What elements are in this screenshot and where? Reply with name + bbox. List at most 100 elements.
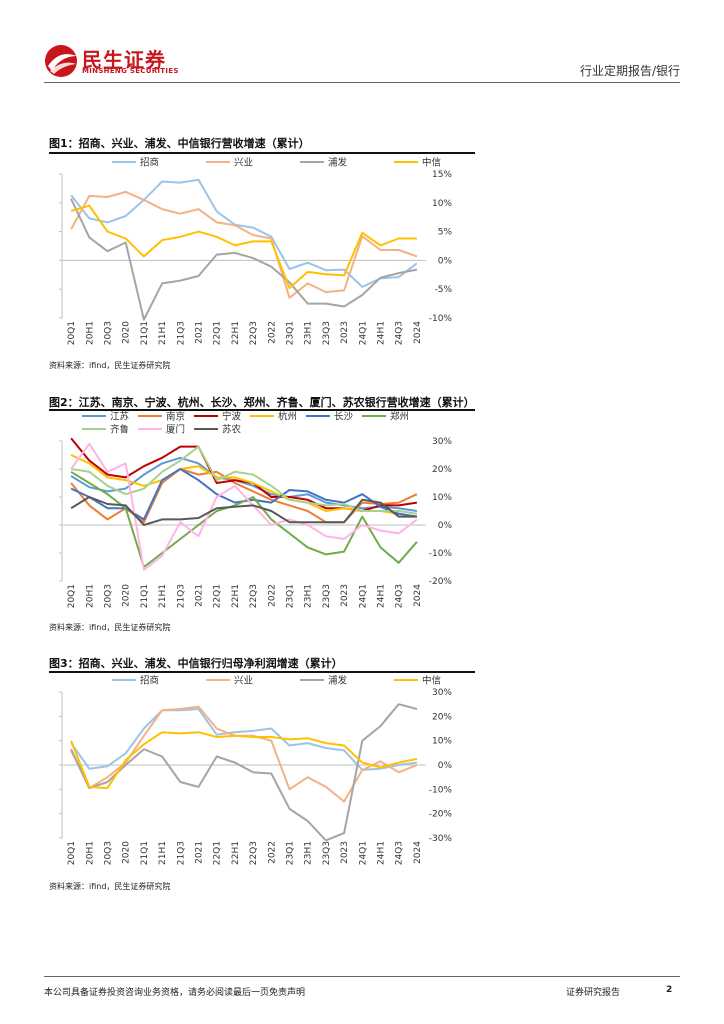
x-tick-label: 23Q3 <box>322 584 332 608</box>
series-line-厦门 <box>70 442 418 571</box>
legend-label: 厦门 <box>166 424 185 436</box>
x-tick-label: 21Q3 <box>176 584 186 608</box>
figure-2-rule <box>49 409 475 411</box>
x-tick-label: 2020 <box>122 841 132 864</box>
figure-3-rule <box>49 671 475 673</box>
figure-3-title: 图3：招商、兴业、浦发、中信银行归母净利润增速（累计） <box>49 657 343 670</box>
legend-label: 招商 <box>140 157 159 169</box>
legend-label: 招商 <box>140 675 159 687</box>
y-tick-label: 20% <box>432 465 452 475</box>
legend-label: 苏农 <box>222 424 242 436</box>
report-type: 行业定期报告/银行 <box>579 64 680 78</box>
legend-label: 浦发 <box>328 157 348 169</box>
y-tick-label: -10% <box>429 549 453 559</box>
x-tick-label: 22H1 <box>231 584 241 608</box>
x-tick-label: 24Q1 <box>358 584 368 608</box>
series-line-浦发 <box>70 703 418 842</box>
x-tick-label: 20Q3 <box>104 584 114 608</box>
x-tick-label: 2022 <box>267 584 277 607</box>
x-tick-label: 23Q1 <box>286 841 296 865</box>
x-tick-label: 22Q1 <box>213 584 223 608</box>
series-line-郑州 <box>70 470 418 568</box>
x-tick-label: 20H1 <box>85 584 95 608</box>
x-tick-label: 22Q3 <box>249 584 259 608</box>
y-tick-label: 0% <box>438 521 453 531</box>
x-tick-label: 2021 <box>195 321 205 344</box>
legend-label: 宁波 <box>222 411 242 423</box>
x-tick-label: 20Q3 <box>104 321 114 345</box>
legend-label: 南京 <box>166 411 185 423</box>
figure-2-title: 图2：江苏、南京、宁波、杭州、长沙、郑州、齐鲁、厦门、苏农银行营收增速（累计） <box>49 396 475 409</box>
x-tick-label: 21Q1 <box>140 321 150 345</box>
x-tick-label: 2024 <box>413 841 423 864</box>
x-tick-label: 21Q1 <box>140 841 150 865</box>
x-tick-label: 23Q3 <box>322 841 332 865</box>
x-tick-label: 2022 <box>267 841 277 864</box>
figure-3-chart: 30% 20% 10% 0% -10% -20% -30% 20Q1 20H1 20Q3 2020 2… <box>59 675 453 865</box>
header-divider <box>44 82 680 83</box>
y-tick-label: 10% <box>432 737 452 747</box>
x-tick-label: 23H1 <box>304 584 314 608</box>
legend-label: 兴业 <box>234 158 253 169</box>
x-tick-label: 21Q3 <box>176 841 186 865</box>
x-tick-label: 21H1 <box>158 321 168 345</box>
page-header: 民生证券 MINSHENG SECURITIES 行业定期报告/银行 <box>0 0 724 90</box>
x-tick-label: 23Q1 <box>286 321 296 345</box>
series-line-浦发 <box>70 198 418 321</box>
x-tick-label: 2021 <box>195 841 205 864</box>
x-tick-label: 20Q3 <box>104 841 114 865</box>
figure-1-source: 资料来源：ifind，民生证券研究院 <box>49 361 171 370</box>
x-tick-label: 2020 <box>122 321 132 344</box>
x-tick-label: 24Q1 <box>358 321 368 345</box>
x-tick-label: 20Q1 <box>67 841 77 865</box>
y-tick-label: 10% <box>432 199 452 209</box>
footer-divider <box>44 976 680 977</box>
y-tick-label: 20% <box>432 712 452 722</box>
x-tick-label: 22Q1 <box>213 841 223 865</box>
x-tick-label: 20H1 <box>85 321 95 345</box>
y-tick-label: 30% <box>432 688 452 698</box>
x-tick-label: 2023 <box>340 321 350 344</box>
series-line-兴业 <box>70 190 418 299</box>
x-tick-label: 2020 <box>122 584 132 607</box>
legend-label: 江苏 <box>110 411 130 423</box>
x-tick-label: 20H1 <box>85 841 95 865</box>
x-tick-label: 2022 <box>267 321 277 344</box>
legend-label: 兴业 <box>234 676 253 687</box>
page-number: 2 <box>666 985 673 995</box>
y-tick-label: 10% <box>432 493 452 503</box>
x-tick-label: 2023 <box>340 584 350 607</box>
x-tick-label: 23H1 <box>304 321 314 345</box>
legend-label: 中信 <box>422 157 441 169</box>
series-line-招商 <box>70 178 418 288</box>
y-tick-label: 15% <box>432 170 452 180</box>
figure-1-chart: 15% 10% 5% 0% -5% -10% 20Q1 20H1 20Q3 2020 21Q1 21H… <box>59 157 453 345</box>
x-tick-label: 22Q1 <box>213 321 223 345</box>
brand-name-cn: 民生证券 <box>82 48 166 72</box>
x-tick-label: 20Q1 <box>67 321 77 345</box>
series-line-招商 <box>70 708 418 771</box>
x-tick-label: 24H1 <box>377 841 387 865</box>
x-tick-label: 24H1 <box>377 584 387 608</box>
y-tick-label: -20% <box>429 810 453 820</box>
x-tick-label: 24Q3 <box>395 841 405 865</box>
x-tick-label: 22H1 <box>231 321 241 345</box>
footer-label: 证券研究报告 <box>566 988 621 998</box>
y-tick-label: -20% <box>429 577 453 587</box>
y-tick-label: 30% <box>432 437 452 447</box>
x-tick-label: 23Q1 <box>286 584 296 608</box>
x-tick-label: 2024 <box>413 584 423 607</box>
figure-2-source: 资料来源：ifind，民生证券研究院 <box>49 623 171 632</box>
y-tick-label: 0% <box>438 761 453 771</box>
x-tick-label: 2021 <box>195 584 205 607</box>
x-tick-label: 2023 <box>340 841 350 864</box>
legend-label: 齐鲁 <box>110 424 129 436</box>
y-tick-label: -5% <box>434 285 452 295</box>
x-tick-label: 23Q3 <box>322 321 332 345</box>
brand-logo-icon <box>45 45 77 77</box>
legend-label: 杭州 <box>278 411 297 423</box>
y-tick-label: 5% <box>438 228 453 238</box>
brand-name-en: MINSHENG SECURITIES <box>82 67 179 75</box>
brand-logo: 民生证券 MINSHENG SECURITIES <box>44 44 184 78</box>
x-tick-label: 2024 <box>413 321 423 344</box>
